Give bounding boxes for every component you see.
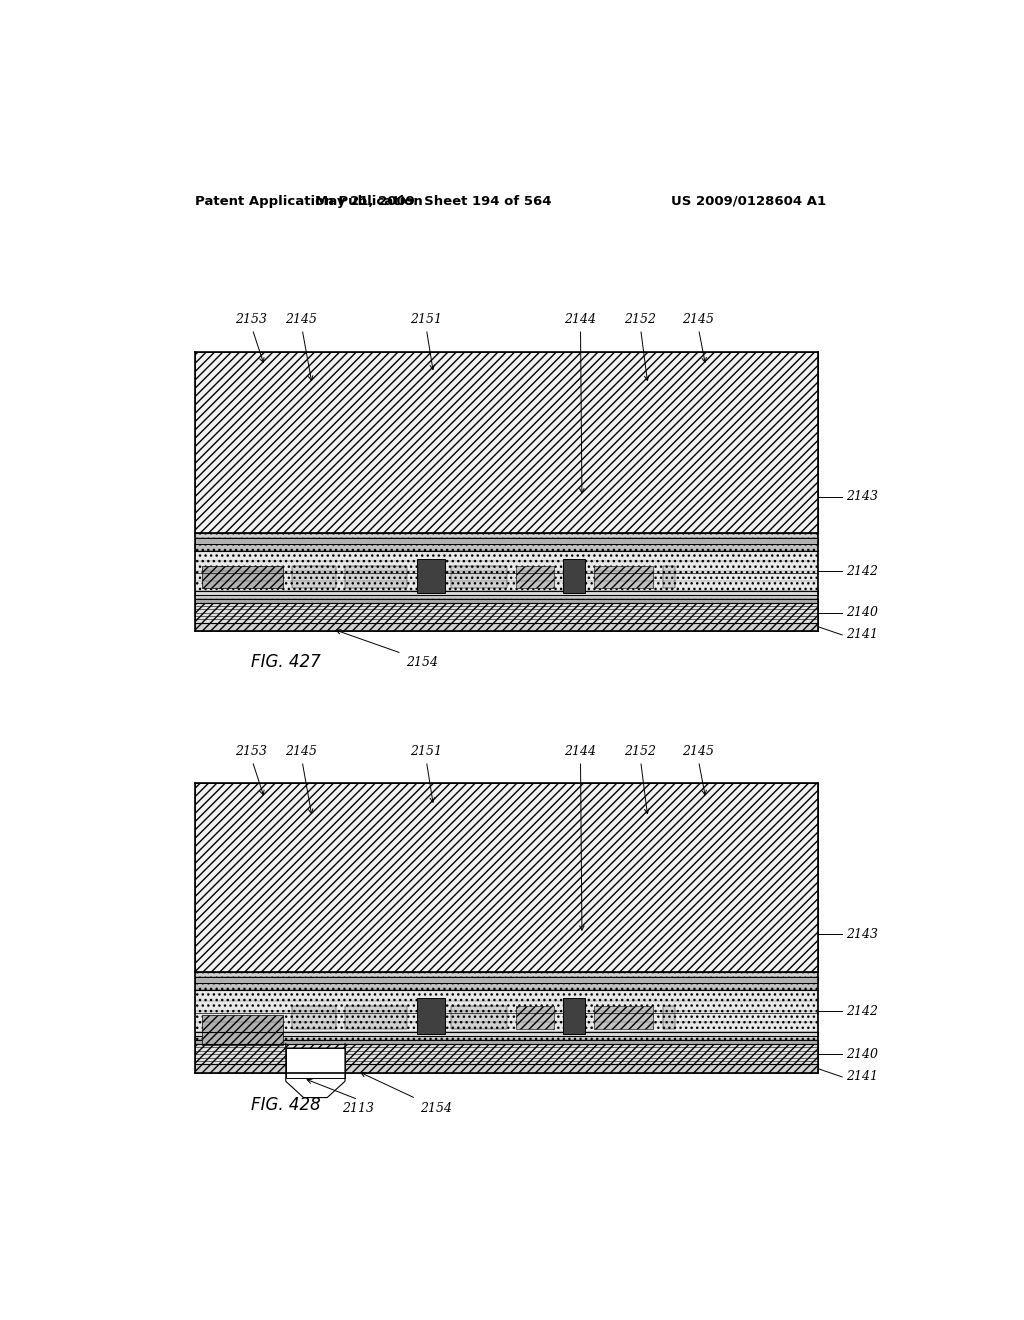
Bar xyxy=(196,599,818,602)
Text: Patent Application Publication: Patent Application Publication xyxy=(196,194,423,207)
Bar xyxy=(286,1048,345,1078)
Bar xyxy=(196,977,818,982)
Bar xyxy=(196,550,818,591)
Bar xyxy=(663,1006,675,1028)
Bar xyxy=(663,566,675,589)
Bar xyxy=(196,544,818,550)
Bar xyxy=(563,998,585,1034)
Text: 2152: 2152 xyxy=(624,744,656,758)
Bar xyxy=(345,1006,408,1028)
Bar xyxy=(417,998,444,1034)
Text: 2145: 2145 xyxy=(285,744,317,758)
Bar xyxy=(196,595,818,599)
Text: 2140: 2140 xyxy=(846,1048,879,1060)
Bar xyxy=(196,1040,818,1044)
Text: 2145: 2145 xyxy=(285,313,317,326)
Bar xyxy=(196,1044,818,1064)
Text: 2143: 2143 xyxy=(846,928,879,941)
Text: 2153: 2153 xyxy=(234,313,267,326)
Text: 2154: 2154 xyxy=(406,656,438,669)
Bar xyxy=(202,566,283,589)
Bar xyxy=(196,1036,818,1040)
Bar xyxy=(563,558,585,594)
Bar xyxy=(196,533,818,539)
Bar xyxy=(196,351,818,533)
Text: US 2009/0128604 A1: US 2009/0128604 A1 xyxy=(672,194,826,207)
Text: 2113: 2113 xyxy=(342,1102,374,1114)
Text: 2143: 2143 xyxy=(846,490,879,503)
Bar xyxy=(196,972,818,977)
Bar xyxy=(196,539,818,544)
Bar xyxy=(196,623,818,631)
Text: FIG. 428: FIG. 428 xyxy=(251,1096,321,1114)
Bar xyxy=(196,982,818,990)
Bar xyxy=(594,1006,653,1028)
Bar xyxy=(196,1032,818,1036)
Text: 2144: 2144 xyxy=(564,313,596,326)
Text: 2141: 2141 xyxy=(846,628,879,642)
Bar xyxy=(292,1006,336,1028)
Bar xyxy=(451,1006,507,1028)
Text: 2142: 2142 xyxy=(846,1005,879,1018)
Text: 2141: 2141 xyxy=(846,1071,879,1084)
Bar xyxy=(594,566,653,589)
Bar xyxy=(196,990,818,1032)
Text: 2151: 2151 xyxy=(410,313,441,326)
Bar xyxy=(196,591,818,595)
Bar xyxy=(196,1064,818,1073)
Bar xyxy=(417,558,444,594)
Text: May 21, 2009  Sheet 194 of 564: May 21, 2009 Sheet 194 of 564 xyxy=(315,194,552,207)
Bar xyxy=(516,566,554,589)
Text: 2140: 2140 xyxy=(846,606,879,619)
Text: 2145: 2145 xyxy=(682,744,714,758)
Text: 2152: 2152 xyxy=(624,313,656,326)
Text: 2144: 2144 xyxy=(564,744,596,758)
Bar xyxy=(196,602,818,623)
Bar xyxy=(292,566,336,589)
Bar xyxy=(345,566,408,589)
Text: 2153: 2153 xyxy=(234,744,267,758)
Bar xyxy=(202,1015,283,1044)
Text: 2154: 2154 xyxy=(420,1102,452,1114)
Text: 2151: 2151 xyxy=(410,744,441,758)
Text: 2142: 2142 xyxy=(846,565,879,578)
Bar xyxy=(196,784,818,972)
Text: 2145: 2145 xyxy=(682,313,714,326)
Bar xyxy=(451,566,507,589)
Bar xyxy=(516,1006,554,1028)
Text: FIG. 427: FIG. 427 xyxy=(251,653,321,672)
